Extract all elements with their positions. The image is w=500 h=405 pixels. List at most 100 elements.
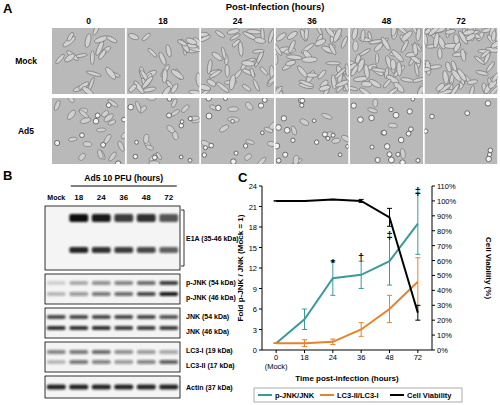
round-cell — [407, 109, 412, 114]
cell — [147, 98, 156, 101]
bands — [47, 281, 178, 296]
lane-label: 48 — [142, 193, 151, 202]
band — [69, 292, 88, 296]
cell — [386, 87, 398, 94]
micrograph — [276, 98, 349, 164]
blot-title: Ad5 10 PFU (hours) — [84, 173, 163, 183]
band — [69, 385, 88, 390]
y2-tick-label: 20% — [437, 316, 452, 325]
cell — [63, 52, 76, 63]
round-cell — [486, 156, 492, 162]
cell — [373, 99, 378, 107]
image-bg — [52, 28, 125, 94]
y2-tick — [432, 245, 435, 246]
cell — [290, 125, 298, 136]
error-cap — [387, 208, 392, 209]
band — [69, 315, 88, 319]
band — [47, 360, 66, 364]
cell — [382, 78, 392, 88]
round-cell — [234, 151, 238, 155]
round-cell — [389, 108, 393, 112]
lane-label: 24 — [97, 193, 106, 202]
error-cap — [387, 285, 392, 286]
panel-label: B — [3, 168, 12, 183]
band — [137, 315, 156, 319]
cell — [147, 47, 158, 58]
figure: APost-Infection (hours)01824364872MockAd… — [0, 0, 500, 405]
cell — [252, 79, 261, 92]
cell — [400, 148, 406, 159]
band — [92, 350, 111, 354]
band — [137, 292, 156, 296]
annotation: † — [358, 251, 364, 263]
band — [159, 350, 178, 354]
cell — [276, 54, 278, 64]
cell — [228, 107, 239, 112]
round-cell — [231, 159, 237, 164]
round-cell — [387, 152, 392, 157]
round-cell — [382, 130, 387, 135]
y2-axis — [432, 186, 433, 350]
cell — [145, 144, 154, 151]
y2-tick-label: 10% — [437, 331, 452, 340]
error-cap — [302, 346, 307, 347]
cell — [442, 70, 450, 84]
cell — [209, 69, 223, 80]
band — [159, 315, 178, 319]
image-bg — [52, 98, 125, 164]
cell — [177, 39, 188, 47]
round-cell — [398, 137, 404, 143]
cell — [390, 59, 397, 70]
cell — [211, 51, 224, 62]
cell — [195, 72, 199, 86]
band — [47, 292, 66, 296]
micrograph — [52, 98, 125, 164]
cell — [350, 85, 359, 91]
cell — [165, 124, 176, 135]
cell — [117, 140, 125, 152]
bands — [47, 385, 178, 390]
cell — [460, 49, 467, 62]
error-bar — [415, 258, 420, 306]
cell — [416, 85, 423, 94]
cell — [254, 37, 266, 45]
cell — [96, 128, 106, 132]
cell — [90, 51, 94, 65]
cell — [293, 155, 300, 164]
y2-tick-label: 60% — [437, 257, 452, 266]
error-cap — [387, 295, 392, 296]
y-axis-title: Fold p-JNK / JNK (Mock = 1) — [236, 214, 245, 321]
band — [159, 326, 178, 330]
cell — [238, 41, 244, 56]
cell — [296, 65, 309, 79]
cell — [353, 41, 359, 52]
band — [114, 326, 133, 330]
round-cell — [312, 119, 316, 123]
cell — [107, 151, 117, 162]
image-bg — [350, 28, 423, 94]
band-label: p-JNK (54 kDa) — [186, 279, 236, 287]
y2-tick-label: 50% — [437, 271, 452, 280]
series-line — [276, 282, 418, 344]
cell — [252, 49, 264, 54]
round-cell — [283, 152, 288, 157]
bands — [47, 315, 178, 330]
cell — [340, 134, 348, 143]
y-tick — [259, 206, 262, 207]
cell — [369, 39, 383, 45]
y-tick-label: 18 — [249, 223, 257, 232]
cell — [162, 69, 168, 84]
bands — [69, 214, 178, 253]
cell — [241, 60, 255, 67]
round-cell — [106, 103, 111, 108]
cell — [107, 98, 119, 108]
cell — [456, 68, 468, 83]
cell — [68, 137, 77, 142]
micrograph — [201, 98, 274, 164]
band — [92, 385, 111, 390]
band — [159, 385, 178, 390]
round-cell — [370, 145, 374, 149]
cell — [475, 70, 488, 77]
error-cap — [387, 322, 392, 323]
cell — [93, 34, 108, 44]
